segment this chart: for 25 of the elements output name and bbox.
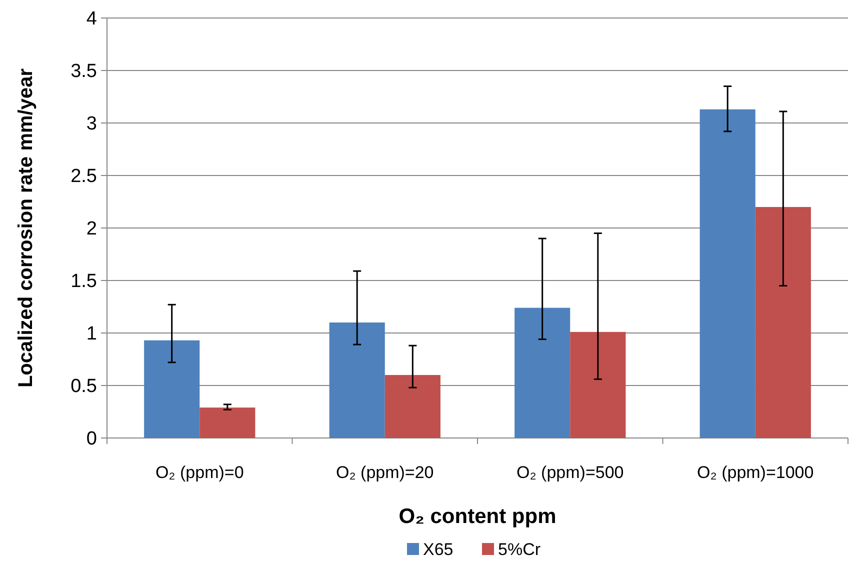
x-tick-label: O₂ (ppm)=500 [516, 463, 624, 482]
bar [700, 109, 756, 438]
y-tick-label: 3 [86, 114, 97, 135]
bar [200, 408, 256, 438]
y-tick-label: 3.5 [70, 61, 97, 82]
y-tick-label: 4 [86, 8, 98, 30]
x-axis-title: O₂ content ppm [398, 505, 556, 528]
y-tick-label: 2 [86, 218, 97, 240]
x-tick-label: O₂ (ppm)=0 [155, 463, 244, 482]
x-tick-label: O₂ (ppm)=20 [336, 463, 434, 482]
bar [570, 332, 626, 438]
legend-label: 5%Cr [498, 540, 541, 559]
bar [144, 340, 200, 438]
bar [755, 207, 811, 438]
y-tick-label: 1 [86, 324, 97, 345]
bar [384, 375, 440, 438]
y-axis-title: Localized corrosion rate mm/year [15, 68, 37, 388]
y-tick-label: 0 [86, 428, 97, 450]
bar [514, 308, 570, 438]
legend-label: X65 [423, 540, 454, 559]
y-tick-label: 1.5 [70, 271, 97, 292]
y-tick-label: 2.5 [70, 166, 97, 188]
y-tick-label: 0.5 [70, 376, 97, 398]
bar [329, 322, 385, 438]
x-tick-label: O₂ (ppm)=1000 [697, 463, 814, 482]
